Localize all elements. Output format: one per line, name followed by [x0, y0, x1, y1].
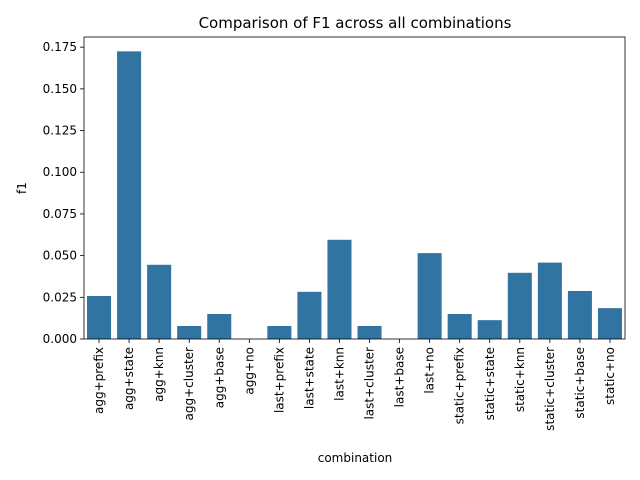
x-tick-label: static+knn: [513, 347, 527, 412]
bar-agg+knn: [147, 264, 172, 339]
x-tick-label: agg+state: [122, 347, 136, 410]
x-tick-label: last+base: [393, 347, 407, 407]
y-tick-label: 0.050: [43, 249, 77, 263]
x-axis: agg+prefix agg+state agg+knn agg+cluster agg…: [92, 339, 617, 431]
bar-static+no: [597, 308, 622, 339]
plot-frame: [83, 36, 626, 340]
y-tick-label: 0.150: [43, 82, 77, 96]
bars-group: [87, 51, 622, 340]
x-axis-label: combination: [318, 451, 393, 465]
x-tick-label: last+knn: [332, 347, 346, 401]
bar-static+knn: [507, 272, 532, 339]
x-tick-label: last+no: [423, 347, 437, 394]
bar-agg+state: [117, 51, 142, 340]
x-tick-label: static+base: [573, 347, 587, 419]
x-tick-label: agg+no: [242, 347, 256, 395]
x-tick-label: agg+knn: [152, 347, 166, 402]
bar-static+cluster: [537, 262, 562, 339]
bar-agg+prefix: [87, 295, 112, 339]
bar-last+no: [417, 253, 442, 339]
x-tick-label: agg+cluster: [182, 347, 196, 421]
y-axis: 0.000 0.025 0.050 0.075 0.100 0.125 0.150 0.175: [43, 40, 84, 346]
bar-last+state: [297, 291, 322, 339]
x-tick-label: static+no: [603, 347, 617, 405]
x-tick-label: last+prefix: [272, 347, 286, 413]
y-axis-label: f1: [15, 182, 29, 194]
chart-title: Comparison of F1 across all combinations: [199, 14, 512, 32]
x-tick-label: last+state: [302, 347, 316, 409]
bar-agg+cluster: [177, 325, 202, 339]
y-tick-label: 0.175: [43, 40, 77, 54]
bar-last+prefix: [267, 325, 292, 339]
y-tick-label: 0.100: [43, 165, 77, 179]
y-tick-label: 0.025: [43, 290, 77, 304]
x-tick-label: agg+prefix: [92, 347, 106, 414]
x-tick-label: static+prefix: [453, 347, 467, 424]
x-tick-label: static+cluster: [543, 347, 557, 431]
bar-static+base: [567, 290, 592, 339]
y-tick-label: 0.075: [43, 207, 77, 221]
bar-last+knn: [327, 239, 352, 339]
x-tick-label: last+cluster: [363, 347, 377, 420]
bar-static+state: [477, 320, 502, 339]
bar-static+prefix: [447, 313, 472, 339]
y-tick-label: 0.125: [43, 124, 77, 138]
x-tick-label: agg+base: [212, 347, 226, 408]
y-tick-label: 0.000: [43, 332, 77, 346]
bar-last+cluster: [357, 325, 382, 339]
x-tick-label: static+state: [483, 347, 497, 420]
bar-agg+base: [207, 313, 232, 339]
